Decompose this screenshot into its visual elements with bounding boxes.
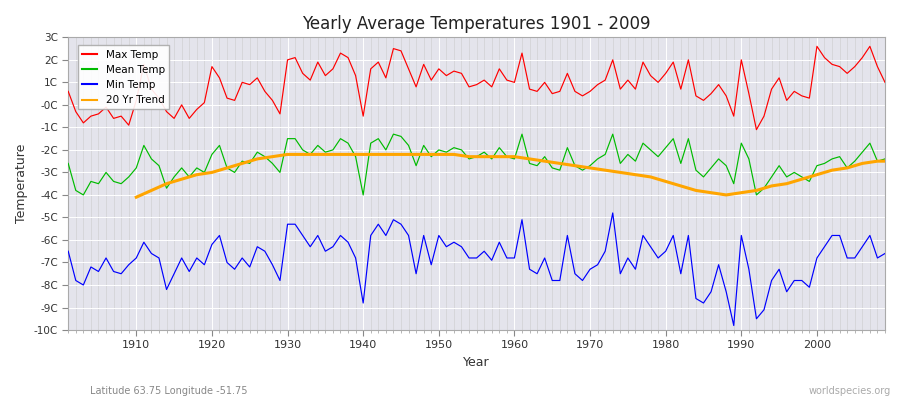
Legend: Max Temp, Mean Temp, Min Temp, 20 Yr Trend: Max Temp, Mean Temp, Min Temp, 20 Yr Tre… [77, 46, 169, 110]
X-axis label: Year: Year [464, 356, 490, 369]
Title: Yearly Average Temperatures 1901 - 2009: Yearly Average Temperatures 1901 - 2009 [302, 15, 651, 33]
Text: Latitude 63.75 Longitude -51.75: Latitude 63.75 Longitude -51.75 [90, 386, 248, 396]
Y-axis label: Temperature: Temperature [15, 144, 28, 223]
Text: worldspecies.org: worldspecies.org [809, 386, 891, 396]
